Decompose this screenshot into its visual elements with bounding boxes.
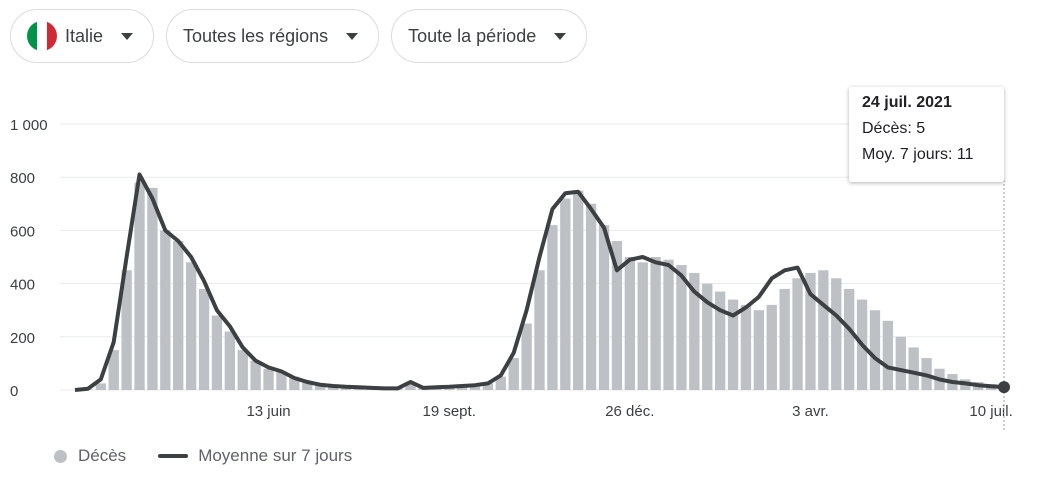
bar	[276, 371, 287, 390]
bar	[302, 382, 313, 390]
bar	[598, 225, 610, 390]
bar	[147, 187, 158, 390]
y-tick-label: 1 000	[10, 117, 48, 134]
bar	[237, 350, 248, 390]
bar	[624, 257, 635, 390]
bar	[650, 257, 661, 390]
bar	[585, 203, 597, 390]
country-dropdown[interactable]: Italie	[10, 9, 155, 63]
bar	[250, 360, 261, 390]
x-tick-label: 10 juil.	[969, 403, 1012, 420]
bar	[702, 283, 713, 390]
x-tick-label: 19 sept.	[422, 403, 475, 420]
hover-point	[998, 381, 1010, 394]
period-dropdown[interactable]: Toute la période	[391, 9, 588, 63]
region-label: Toutes les régions	[183, 25, 329, 46]
bar	[456, 386, 468, 390]
chart-legend: Décès Moyenne sur 7 jours	[54, 446, 352, 466]
country-label: Italie	[65, 25, 104, 46]
chevron-down-icon	[554, 32, 567, 40]
y-tick-label: 600	[10, 223, 35, 240]
bar	[573, 190, 584, 390]
x-tick-label: 13 juin	[246, 403, 290, 420]
deaths-chart[interactable]: 0 200 400 600 800 1 000 13 juin 19 sept. 26 déc.…	[0, 80, 1039, 430]
bar	[482, 383, 494, 390]
bar	[727, 299, 739, 390]
tooltip-average: Moy. 7 jours: 11	[862, 146, 974, 163]
bar	[714, 291, 726, 390]
bar	[844, 288, 855, 390]
bar	[108, 350, 119, 390]
x-tick-label: 26 déc.	[605, 403, 654, 420]
bar	[160, 230, 171, 390]
bar	[831, 278, 842, 390]
bar	[327, 386, 339, 390]
bar	[289, 376, 300, 390]
bar	[779, 288, 790, 390]
bar	[314, 384, 326, 390]
bar	[869, 310, 881, 390]
bar	[224, 331, 235, 390]
bar	[534, 270, 545, 390]
bar	[198, 288, 210, 390]
legend-average-label: Moyenne sur 7 jours	[198, 446, 353, 465]
bar	[185, 262, 197, 390]
legend-deaths-label: Décès	[78, 446, 127, 465]
bar	[676, 264, 687, 390]
bar	[134, 182, 145, 390]
average-line	[74, 172, 1005, 392]
bar	[818, 270, 829, 390]
bar	[611, 241, 623, 390]
period-label: Toute la période	[408, 25, 537, 46]
bar	[469, 385, 481, 390]
bar	[766, 304, 777, 390]
y-tick-label: 0	[10, 383, 18, 400]
flag-white	[37, 21, 47, 51]
filter-bar: Italie Toutes les régions Toute la pério…	[10, 9, 588, 63]
italy-flag-icon	[27, 21, 57, 51]
bar	[882, 320, 894, 390]
region-dropdown[interactable]: Toutes les régions	[166, 9, 380, 63]
bar	[547, 225, 558, 390]
bar	[560, 198, 571, 390]
bar	[121, 270, 132, 390]
bar	[792, 278, 803, 390]
flag-red	[47, 21, 57, 51]
bar	[495, 376, 506, 390]
chevron-down-icon	[121, 32, 134, 40]
bar	[895, 336, 906, 390]
bar	[663, 259, 674, 390]
bar	[405, 384, 416, 390]
chart-tooltip: 24 juil. 2021 Décès: 5 Moy. 7 jours: 11	[849, 87, 1004, 182]
bar	[173, 241, 184, 390]
bar	[211, 315, 223, 390]
bar	[508, 358, 519, 390]
bar	[908, 347, 919, 390]
tooltip-date: 24 juil. 2021	[862, 94, 952, 111]
bar	[753, 310, 765, 390]
bar	[637, 262, 648, 390]
bar	[95, 383, 106, 390]
y-tick-label: 800	[10, 170, 35, 187]
y-tick-label: 400	[10, 277, 35, 294]
bar	[521, 323, 532, 390]
bar	[740, 304, 752, 390]
x-tick-label: 3 avr.	[792, 403, 829, 420]
bar	[263, 368, 274, 390]
bar	[805, 272, 816, 390]
legend-average-swatch	[158, 454, 189, 458]
tooltip-deaths: Décès: 5	[862, 120, 926, 137]
flag-green	[27, 21, 37, 51]
bar	[689, 272, 700, 390]
chevron-down-icon	[346, 32, 359, 40]
y-tick-label: 200	[10, 330, 35, 347]
legend-deaths-swatch	[54, 449, 67, 463]
